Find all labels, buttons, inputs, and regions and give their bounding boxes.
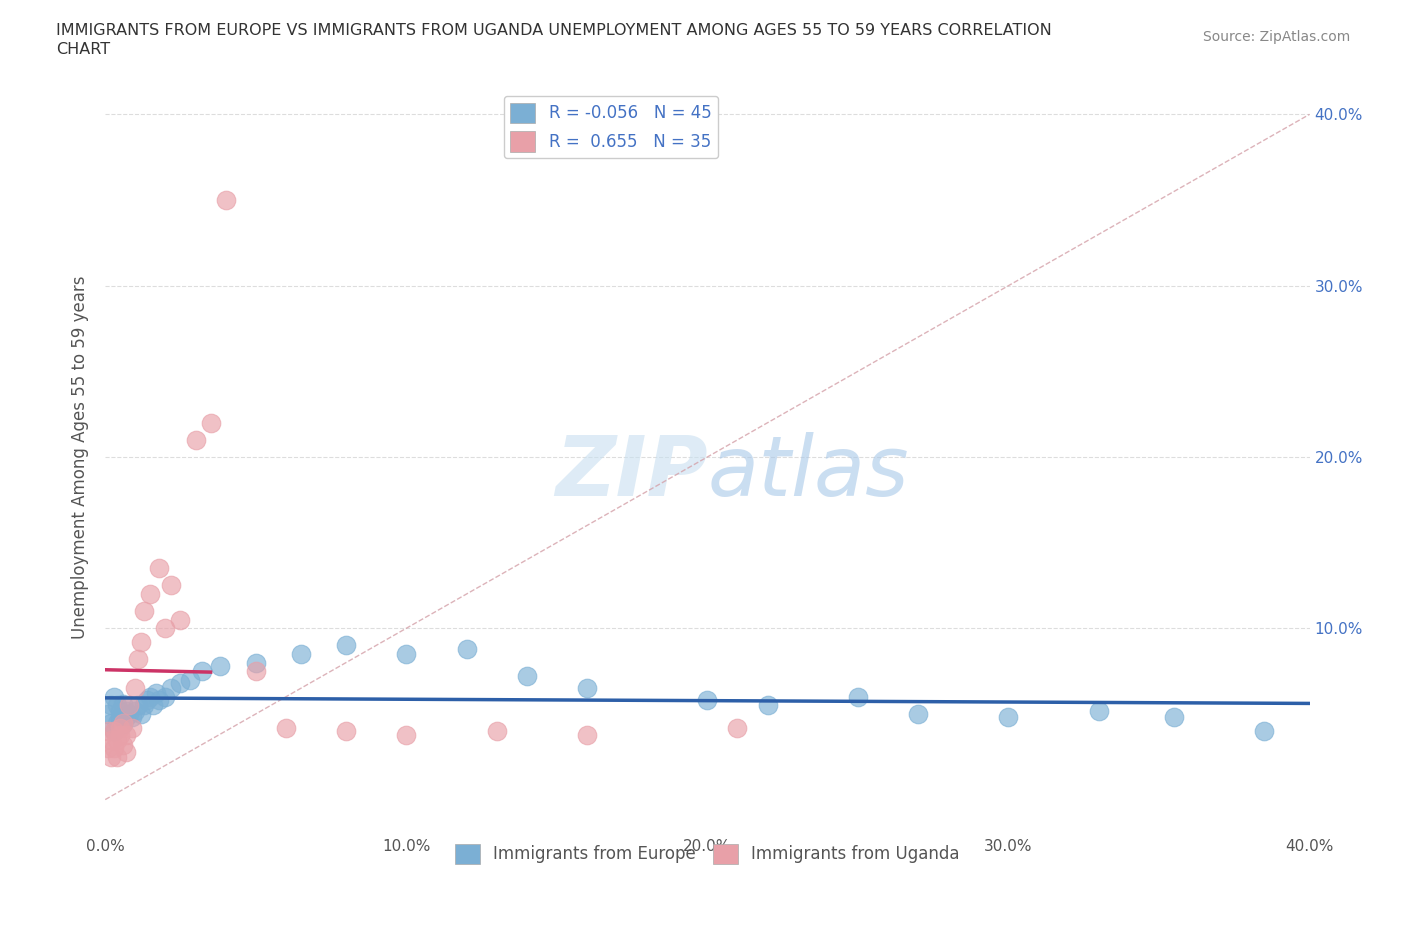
Point: [124, 703, 146, 718]
Point: [103, 741, 125, 756]
Point: [100, 698, 122, 712]
Point: [907, 707, 929, 722]
Point: [121, 710, 143, 724]
Point: [131, 634, 153, 649]
Point: [112, 717, 135, 732]
Point: [134, 604, 156, 618]
Point: [105, 698, 128, 712]
Point: [696, 693, 718, 708]
Point: [97, 707, 120, 722]
Text: atlas: atlas: [707, 432, 910, 512]
Point: [136, 693, 159, 708]
Point: [184, 432, 207, 447]
Point: [575, 681, 598, 696]
Point: [200, 416, 222, 431]
Point: [127, 652, 149, 667]
Point: [115, 703, 138, 718]
Point: [335, 724, 357, 738]
Point: [105, 715, 128, 730]
Point: [124, 681, 146, 696]
Point: [100, 715, 122, 730]
Point: [103, 724, 125, 738]
Point: [756, 698, 779, 712]
Point: [97, 741, 120, 756]
Point: [105, 750, 128, 764]
Point: [110, 710, 132, 724]
Point: [118, 707, 141, 722]
Point: [112, 737, 135, 752]
Point: [160, 578, 183, 593]
Point: [179, 672, 201, 687]
Point: [139, 689, 162, 704]
Point: [395, 646, 418, 661]
Point: [155, 689, 177, 704]
Point: [112, 715, 135, 730]
Point: [131, 707, 153, 722]
Point: [148, 693, 170, 708]
Point: [105, 732, 128, 747]
Point: [846, 689, 869, 704]
Point: [485, 724, 508, 738]
Point: [100, 732, 122, 747]
Point: [290, 646, 312, 661]
Point: [208, 658, 231, 673]
Point: [148, 561, 170, 576]
Point: [727, 720, 749, 735]
Point: [110, 720, 132, 735]
Point: [110, 703, 132, 718]
Point: [110, 727, 132, 742]
Point: [1253, 724, 1275, 738]
Point: [121, 720, 143, 735]
Text: IMMIGRANTS FROM EUROPE VS IMMIGRANTS FROM UGANDA UNEMPLOYMENT AMONG AGES 55 TO 5: IMMIGRANTS FROM EUROPE VS IMMIGRANTS FRO…: [56, 23, 1052, 38]
Point: [1087, 703, 1109, 718]
Point: [245, 664, 267, 679]
Point: [112, 697, 135, 711]
Point: [169, 612, 191, 627]
Legend: Immigrants from Europe, Immigrants from Uganda: Immigrants from Europe, Immigrants from …: [449, 837, 966, 870]
Point: [245, 655, 267, 670]
Point: [997, 710, 1019, 724]
Y-axis label: Unemployment Among Ages 55 to 59 years: Unemployment Among Ages 55 to 59 years: [72, 275, 89, 639]
Point: [97, 724, 120, 738]
Point: [160, 681, 183, 696]
Point: [190, 664, 212, 679]
Text: ZIP: ZIP: [555, 432, 707, 512]
Point: [214, 193, 236, 207]
Point: [335, 638, 357, 653]
Point: [142, 698, 165, 712]
Point: [456, 642, 478, 657]
Point: [145, 686, 167, 701]
Point: [395, 727, 418, 742]
Point: [155, 621, 177, 636]
Point: [516, 669, 538, 684]
Point: [127, 698, 149, 712]
Point: [139, 587, 162, 602]
Point: [103, 724, 125, 738]
Point: [100, 750, 122, 764]
Point: [134, 698, 156, 712]
Point: [1163, 710, 1185, 724]
Point: [115, 710, 138, 724]
Text: CHART: CHART: [56, 42, 110, 57]
Point: [115, 744, 138, 759]
Point: [103, 689, 125, 704]
Point: [118, 698, 141, 712]
Point: [575, 727, 598, 742]
Point: [169, 676, 191, 691]
Text: Source: ZipAtlas.com: Source: ZipAtlas.com: [1202, 30, 1350, 44]
Point: [115, 727, 138, 742]
Point: [274, 720, 297, 735]
